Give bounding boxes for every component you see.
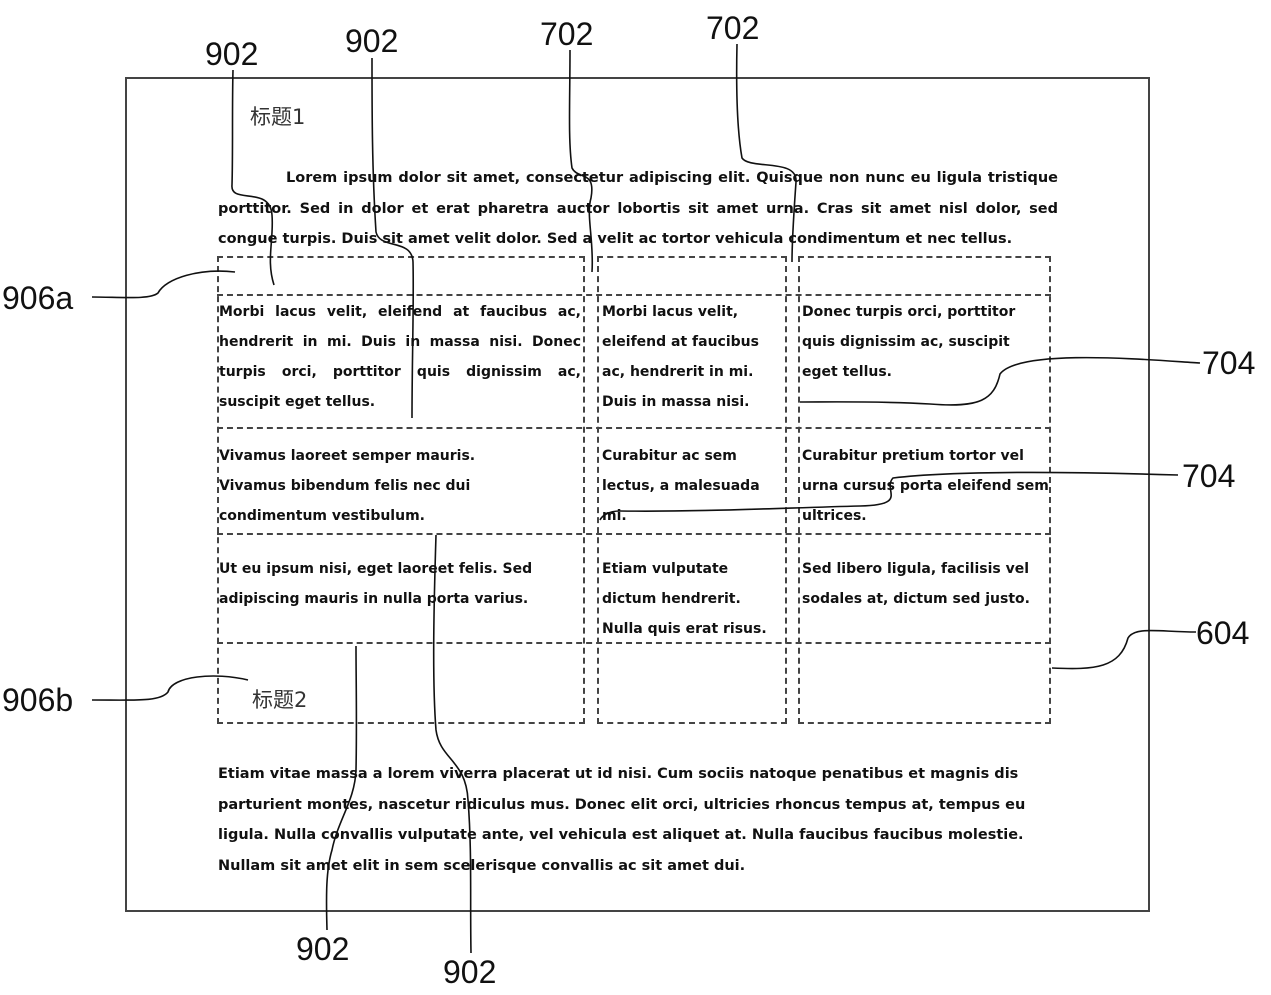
- table-cell-r2-c1: Vivamus laoreet semper mauris. Vivamus b…: [219, 448, 476, 524]
- table-cell-r3-c1: Ut eu ipsum nisi, eget laoreet felis. Se…: [219, 561, 533, 607]
- paragraph-1: Lorem ipsum dolor sit amet, consectetur …: [218, 170, 1058, 247]
- ref-label-902-top-left: 902: [205, 36, 259, 72]
- ref-label-702-right: 702: [706, 10, 760, 46]
- row-separator-2: [217, 427, 1051, 429]
- table-cell-r1-c1: Morbi lacus velit, eleifend at faucibus …: [219, 304, 581, 410]
- table-cell-r2-c3: Curabitur pretium tortor vel urna cursus…: [802, 448, 1049, 524]
- table-cell-r3-c2: Etiam vulputate dictum hendrerit. Nulla …: [602, 561, 767, 637]
- ref-label-902-bottom-left: 902: [296, 931, 350, 967]
- ref-label-902-top-center: 902: [345, 23, 399, 59]
- ref-label-604: 604: [1196, 615, 1250, 651]
- heading-2: 标题2: [252, 688, 308, 712]
- row-separator-4: [217, 642, 1051, 644]
- ref-label-906a: 906a: [2, 280, 74, 316]
- table-cell-r3-c3: Sed libero ligula, facilisis vel sodales…: [802, 561, 1030, 607]
- ref-label-906b: 906b: [2, 682, 74, 718]
- row-separator-1: [217, 294, 1051, 296]
- table-cell-r1-c2: Morbi lacus velit, eleifend at faucibus …: [602, 304, 759, 410]
- ref-label-902-bottom-center: 902: [443, 954, 497, 990]
- row-separator-3: [217, 533, 1051, 535]
- paragraph-2: Etiam vitae massa a lorem viverra placer…: [218, 766, 1026, 874]
- ref-label-704-upper: 704: [1202, 345, 1256, 381]
- heading-1: 标题1: [250, 105, 306, 129]
- table-cell-r1-c3: Donec turpis orci, porttitor quis dignis…: [802, 304, 1016, 380]
- table-cell-r2-c2: Curabitur ac sem lectus, a malesuada mi.: [602, 448, 760, 524]
- ref-label-704-lower: 704: [1182, 458, 1236, 494]
- ref-label-702-left: 702: [540, 16, 594, 52]
